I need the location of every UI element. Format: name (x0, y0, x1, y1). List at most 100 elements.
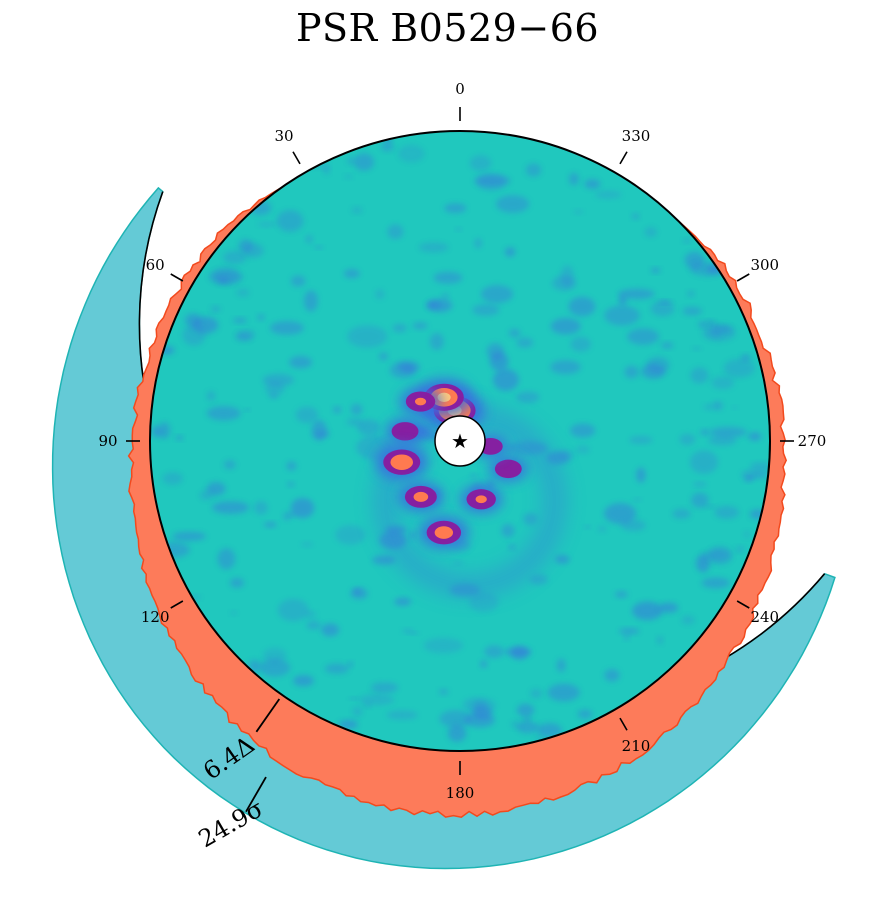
noise-speck (387, 224, 404, 240)
noise-speck (530, 688, 543, 699)
noise-speck (455, 227, 462, 232)
noise-speck (550, 318, 581, 335)
noise-speck (433, 271, 463, 284)
noise-speck (687, 290, 695, 297)
annotation-tick-0 (255, 698, 281, 733)
noise-speck (604, 669, 620, 682)
hotspot-8 (489, 456, 528, 482)
noise-speck (402, 628, 414, 634)
noise-speck (570, 336, 591, 352)
tick-mark-120 (170, 600, 184, 609)
noise-speck (335, 525, 366, 545)
noise-speck (223, 460, 236, 470)
noise-speck (732, 405, 738, 410)
noise-speck (711, 376, 735, 390)
noise-speck (537, 723, 562, 738)
noise-speck (235, 332, 252, 342)
noise-speck (552, 275, 577, 291)
noise-speck (289, 356, 313, 369)
noise-speck (314, 245, 323, 250)
noise-speck (627, 328, 660, 345)
noise-speck (333, 406, 342, 413)
noise-speck (277, 598, 309, 622)
noise-speck (351, 207, 363, 214)
noise-speck (529, 574, 549, 585)
noise-speck (348, 661, 354, 667)
noise-speck (397, 361, 420, 373)
noise-speck (370, 682, 399, 693)
noise-speck (691, 492, 709, 508)
noise-speck (290, 498, 315, 518)
tick-label-0: 0 (455, 80, 465, 98)
noise-speck (311, 420, 327, 441)
hotspot-7 (460, 485, 503, 514)
noise-speck (719, 325, 732, 333)
noise-speck (245, 408, 250, 412)
noise-speck (696, 554, 710, 573)
noise-speck (703, 404, 714, 411)
noise-speck (286, 461, 297, 471)
noise-speck (236, 288, 250, 297)
heatmap-noise (151, 136, 770, 743)
tick-mark-240 (736, 600, 750, 609)
noise-speck (570, 423, 596, 438)
noise-speck (682, 306, 702, 316)
noise-speck (693, 481, 707, 487)
noise-speck (480, 660, 488, 668)
noise-speck (305, 234, 313, 244)
noise-speck (254, 501, 268, 515)
noise-speck (439, 710, 472, 728)
noise-speck (172, 531, 207, 541)
noise-speck (617, 288, 655, 300)
noise-speck (746, 476, 754, 479)
noise-speck (641, 363, 666, 379)
noise-speck (269, 321, 304, 335)
noise-speck (290, 275, 306, 287)
noise-speck (359, 694, 395, 706)
heatmap-hotspots (375, 378, 528, 549)
noise-speck (501, 523, 515, 538)
noise-speck (618, 295, 627, 306)
noise-speck (349, 697, 359, 701)
noise-speck (508, 544, 515, 550)
noise-speck (206, 482, 226, 496)
chart-title: PSR B0529−66 (295, 6, 600, 50)
hotspot-3 (385, 418, 425, 445)
noise-speck (343, 269, 360, 279)
noise-speck (708, 546, 733, 565)
noise-speck (263, 521, 277, 528)
noise-speck (386, 710, 418, 720)
noise-speck (263, 647, 287, 663)
noise-speck (301, 541, 314, 547)
noise-speck (472, 304, 500, 316)
noise-speck (206, 406, 241, 421)
noise-speck (492, 368, 519, 391)
noise-speck (576, 445, 590, 454)
noise-speck (410, 631, 420, 635)
noise-speck (229, 577, 245, 588)
noise-speck (314, 430, 330, 438)
noise-speck (525, 163, 542, 177)
noise-speck (556, 658, 566, 673)
noise-speck (439, 688, 449, 695)
noise-speck (162, 472, 183, 485)
noise-speck (210, 306, 221, 312)
noise-speck (233, 317, 247, 324)
noise-speck (524, 716, 531, 723)
noise-speck (568, 172, 579, 186)
noise-speck (573, 209, 584, 215)
noise-speck (223, 250, 247, 264)
noise-speck (175, 435, 183, 441)
noise-speck (379, 352, 388, 361)
noise-speck (442, 292, 450, 299)
noise-speck (700, 429, 710, 436)
noise-speck (306, 620, 321, 630)
hotspot-5 (398, 481, 444, 513)
noise-speck (597, 525, 607, 533)
noise-speck (259, 658, 291, 677)
noise-speck (410, 531, 415, 539)
noise-speck (303, 290, 318, 312)
tick-label-240: 240 (750, 608, 779, 626)
noise-speck (158, 422, 171, 439)
noise-speck (504, 247, 516, 257)
